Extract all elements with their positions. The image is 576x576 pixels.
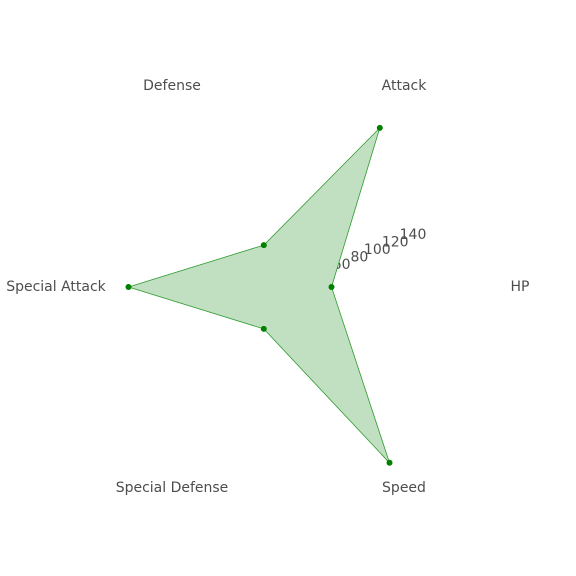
data-point-attack xyxy=(376,124,383,131)
radial-tick-label: 100 xyxy=(364,242,391,258)
data-point-speed xyxy=(386,459,393,466)
data-point-special-attack xyxy=(125,284,132,290)
axis-label-speed: Speed xyxy=(382,480,426,496)
data-point-hp xyxy=(328,284,335,290)
axis-labels: HP Attack Defense Special Attack Special Def… xyxy=(6,78,529,496)
radial-tick-label: 140 xyxy=(400,227,427,243)
axis-label-defense: Defense xyxy=(143,78,201,94)
axis-label-special-defense: Special Defense xyxy=(116,480,229,496)
data-point-defense xyxy=(260,242,267,249)
series-points xyxy=(125,124,393,466)
radial-tick-label: 120 xyxy=(382,235,409,251)
radial-tick-label: 80 xyxy=(350,249,368,265)
series-area xyxy=(127,127,390,464)
axis-label-special-attack: Special Attack xyxy=(6,279,106,295)
data-point-special-defense xyxy=(260,325,267,332)
axis-label-hp: HP xyxy=(511,279,530,295)
axis-label-attack: Attack xyxy=(382,78,428,94)
